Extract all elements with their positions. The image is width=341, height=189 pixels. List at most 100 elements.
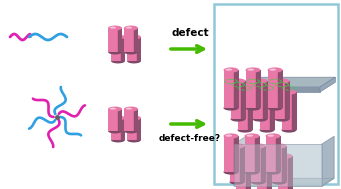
FancyBboxPatch shape [108,28,122,52]
Ellipse shape [247,135,253,137]
FancyBboxPatch shape [124,109,138,131]
Ellipse shape [251,143,266,149]
FancyBboxPatch shape [108,109,122,131]
Ellipse shape [127,59,141,64]
FancyBboxPatch shape [127,118,141,140]
Text: defect-free?: defect-free? [159,134,221,143]
Ellipse shape [267,67,282,73]
Ellipse shape [244,133,260,139]
Ellipse shape [110,108,116,110]
FancyBboxPatch shape [137,37,141,61]
Ellipse shape [111,138,125,143]
Ellipse shape [229,143,244,149]
FancyBboxPatch shape [270,92,275,130]
Ellipse shape [225,135,232,137]
FancyBboxPatch shape [121,37,125,61]
FancyBboxPatch shape [275,81,290,119]
FancyBboxPatch shape [233,136,236,172]
FancyBboxPatch shape [248,92,252,130]
Ellipse shape [236,153,251,159]
Ellipse shape [108,129,122,133]
Ellipse shape [232,80,239,82]
FancyBboxPatch shape [267,156,271,189]
Ellipse shape [231,78,246,84]
FancyBboxPatch shape [277,70,280,108]
Ellipse shape [252,78,267,84]
Ellipse shape [237,127,252,133]
Ellipse shape [111,35,125,40]
Ellipse shape [258,154,265,157]
FancyBboxPatch shape [251,146,266,182]
Ellipse shape [127,35,141,40]
Ellipse shape [237,89,252,95]
FancyBboxPatch shape [223,136,238,172]
FancyBboxPatch shape [256,70,261,108]
Ellipse shape [276,80,283,82]
Ellipse shape [111,59,125,64]
Ellipse shape [223,67,238,73]
Ellipse shape [283,91,290,93]
FancyBboxPatch shape [284,81,286,119]
FancyBboxPatch shape [124,28,138,52]
Polygon shape [234,178,334,186]
Ellipse shape [223,105,238,111]
Ellipse shape [246,67,261,73]
Ellipse shape [108,107,122,112]
FancyBboxPatch shape [111,118,125,140]
FancyBboxPatch shape [120,118,122,140]
FancyBboxPatch shape [288,156,293,189]
Ellipse shape [223,133,238,139]
FancyBboxPatch shape [118,109,122,131]
FancyBboxPatch shape [275,136,278,172]
FancyBboxPatch shape [133,109,135,131]
Ellipse shape [278,153,293,159]
Ellipse shape [254,80,261,82]
Ellipse shape [239,91,246,93]
Ellipse shape [246,105,261,111]
Ellipse shape [261,91,268,93]
FancyBboxPatch shape [247,156,251,189]
FancyBboxPatch shape [244,136,260,172]
Polygon shape [320,77,336,92]
Ellipse shape [271,143,286,149]
FancyBboxPatch shape [245,156,248,189]
Ellipse shape [267,105,282,111]
Ellipse shape [237,154,244,157]
Ellipse shape [124,50,138,54]
Polygon shape [236,77,336,87]
Ellipse shape [113,36,119,38]
FancyBboxPatch shape [231,81,246,119]
Ellipse shape [129,117,135,119]
FancyBboxPatch shape [269,92,271,130]
Ellipse shape [231,116,246,122]
FancyBboxPatch shape [260,92,275,130]
Polygon shape [322,136,334,186]
FancyBboxPatch shape [262,81,265,119]
Ellipse shape [256,153,271,159]
FancyBboxPatch shape [261,146,266,182]
Ellipse shape [124,129,138,133]
FancyBboxPatch shape [267,70,282,108]
Ellipse shape [223,169,238,175]
Ellipse shape [252,116,267,122]
FancyBboxPatch shape [278,70,282,108]
Ellipse shape [244,169,260,175]
Ellipse shape [124,107,138,112]
Ellipse shape [260,127,275,133]
FancyBboxPatch shape [252,81,267,119]
FancyBboxPatch shape [266,136,281,172]
Ellipse shape [251,179,266,185]
Ellipse shape [271,179,286,185]
FancyBboxPatch shape [137,118,141,140]
FancyBboxPatch shape [266,156,268,189]
FancyBboxPatch shape [229,146,244,182]
FancyBboxPatch shape [254,136,256,172]
Ellipse shape [269,68,276,71]
FancyBboxPatch shape [239,146,241,182]
FancyBboxPatch shape [133,28,135,52]
Ellipse shape [267,135,274,137]
Ellipse shape [126,27,132,29]
FancyBboxPatch shape [255,70,257,108]
FancyBboxPatch shape [285,81,290,119]
Ellipse shape [275,78,290,84]
